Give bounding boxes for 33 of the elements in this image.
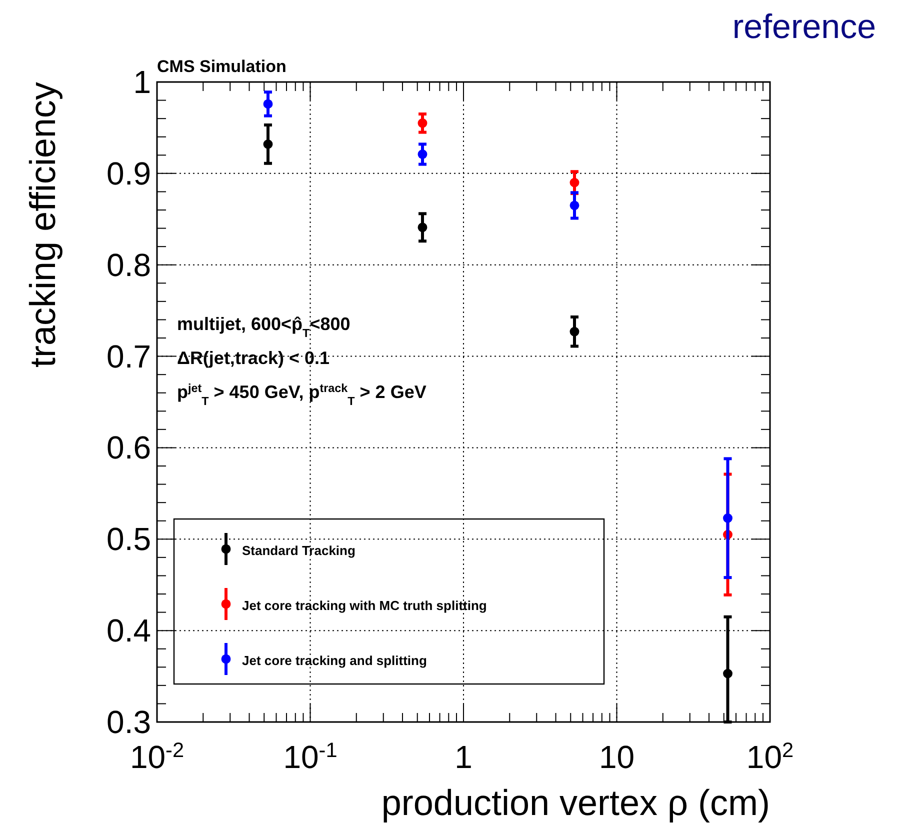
x-tick-label: 10$^{2}$ xyxy=(746,738,794,775)
point xyxy=(723,668,732,678)
x-axis-title: production vertex ρ (cm) xyxy=(381,782,770,823)
y-tick-label: 0.4 xyxy=(106,612,151,649)
annotation: ΔR(jet,track) < 0.1 xyxy=(177,348,330,368)
chart-title: reference xyxy=(732,8,876,46)
y-tick-label: 0.8 xyxy=(106,246,151,283)
text: CMS Simulation xyxy=(157,57,286,76)
annotation: p$^{jet}$$_{T}$ > 450 GeV, p$^{track}$$_{T}$ > 2 GeV xyxy=(177,382,426,408)
point xyxy=(263,99,273,109)
point xyxy=(570,178,580,188)
point xyxy=(570,326,580,336)
y-tick-label: 1 xyxy=(133,64,151,100)
y-tick-label: 0.5 xyxy=(106,521,151,558)
point xyxy=(570,200,580,210)
legend-label: Jet core tracking and splitting xyxy=(242,653,427,668)
x-tick-label: 10$^{-2}$ xyxy=(130,738,184,775)
y-tick-label: 0.3 xyxy=(106,704,151,740)
point xyxy=(723,513,732,523)
point xyxy=(263,139,273,149)
y-axis-title: tracking efficiency xyxy=(22,82,63,368)
x-tick-label: 10$^{-1}$ xyxy=(283,738,338,775)
x-tick-label: 10 xyxy=(598,739,635,775)
legend-label: Jet core tracking with MC truth splitting xyxy=(242,598,487,613)
point xyxy=(418,150,428,159)
legend-label: Standard Tracking xyxy=(242,543,356,558)
point xyxy=(418,118,428,128)
y-tick-label: 0.6 xyxy=(106,430,151,466)
annotation: multijet, 600<p̂$_{T}$<800 xyxy=(177,314,350,340)
y-tick-label: 0.7 xyxy=(106,338,151,374)
x-tick-label: 1 xyxy=(454,739,472,775)
point xyxy=(418,222,428,232)
y-tick-label: 0.9 xyxy=(106,155,151,192)
